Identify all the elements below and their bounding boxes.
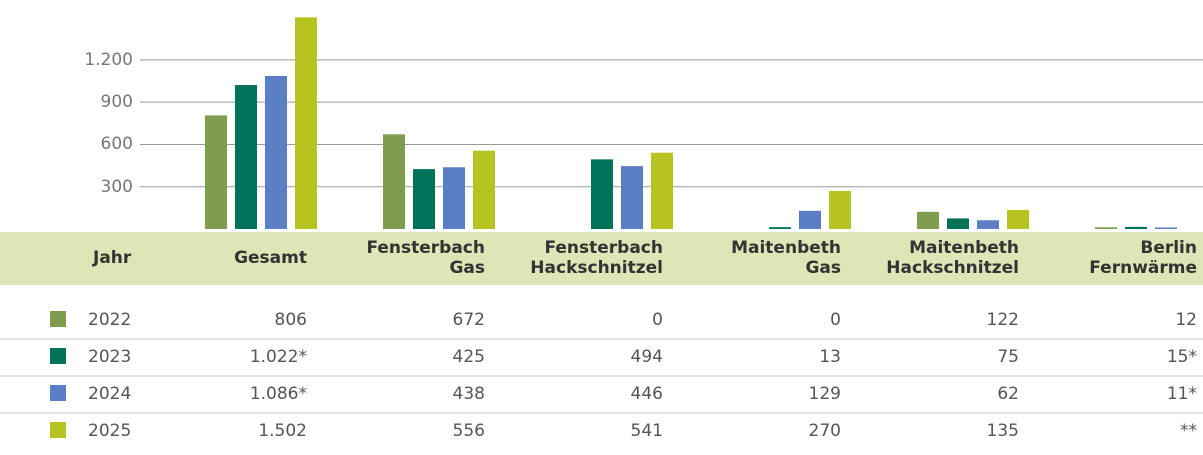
table-cell: 1.086*: [249, 384, 307, 404]
table-cell: 270: [808, 421, 841, 441]
bar: [1125, 226, 1147, 229]
table-cell: 0: [830, 310, 841, 330]
bar: [651, 152, 673, 229]
bar: [473, 150, 495, 229]
table-cell: 556: [452, 421, 485, 441]
table-cell: 11*: [1166, 384, 1197, 404]
table-cell: 494: [630, 347, 663, 367]
bar: [265, 75, 287, 229]
bar: [413, 169, 435, 229]
row-header: Jahr: [93, 248, 132, 268]
table-cell: 12: [1175, 310, 1197, 330]
legend-swatch: [50, 385, 66, 401]
bar: [235, 84, 257, 229]
column-header: Maitenbeth Hackschnitzel: [886, 238, 1019, 278]
bar: [621, 166, 643, 229]
table-cell: 1.502: [258, 421, 307, 441]
column-header: Fensterbach Hackschnitzel: [530, 238, 663, 278]
bar: [769, 227, 791, 229]
table-cell: 806: [274, 310, 307, 330]
y-tick-label: 600: [100, 134, 133, 155]
table-cell: **: [1180, 421, 1197, 441]
y-tick-label: 300: [100, 176, 133, 197]
bar: [383, 134, 405, 229]
table-cell: 62: [997, 384, 1019, 404]
table-cell: 122: [986, 310, 1019, 330]
header-band: [0, 232, 1203, 285]
legend-swatch: [50, 422, 66, 438]
legend-label: 2024: [88, 384, 132, 404]
bar: [829, 190, 851, 229]
bar: [917, 211, 939, 229]
y-tick-label: 1.200: [84, 49, 133, 70]
table-cell: 438: [452, 384, 485, 404]
bar: [977, 220, 999, 229]
table-cell: 425: [452, 347, 485, 367]
bar: [205, 115, 227, 229]
bar: [947, 218, 969, 229]
table-cell: 135: [986, 421, 1019, 441]
table-cell: 1.022*: [249, 347, 307, 367]
bar: [1155, 227, 1177, 229]
legend-swatch: [50, 348, 66, 364]
bar: [443, 167, 465, 229]
table-cell: 0: [652, 310, 663, 330]
legend-label: 2023: [88, 347, 132, 367]
column-header: Berlin Fernwärme: [1089, 238, 1197, 278]
column-header: Gesamt: [234, 248, 307, 268]
table-cell: 129: [808, 384, 841, 404]
table-cell: 15*: [1166, 347, 1197, 367]
legend-label: 2022: [88, 310, 132, 330]
bar: [1095, 227, 1117, 229]
bar: [1007, 209, 1029, 229]
bar: [591, 159, 613, 229]
legend-label: 2025: [88, 421, 132, 441]
bar: [799, 210, 821, 229]
legend-swatch: [50, 311, 66, 327]
y-tick-label: 900: [100, 92, 133, 113]
column-header: Maitenbeth Gas: [731, 238, 841, 278]
table-cell: 446: [630, 384, 663, 404]
table-cell: 541: [630, 421, 663, 441]
bar: [295, 17, 317, 229]
column-header: Fensterbach Gas: [366, 238, 485, 278]
table-cell: 75: [997, 347, 1019, 367]
table-cell: 672: [452, 310, 485, 330]
table-cell: 13: [819, 347, 841, 367]
